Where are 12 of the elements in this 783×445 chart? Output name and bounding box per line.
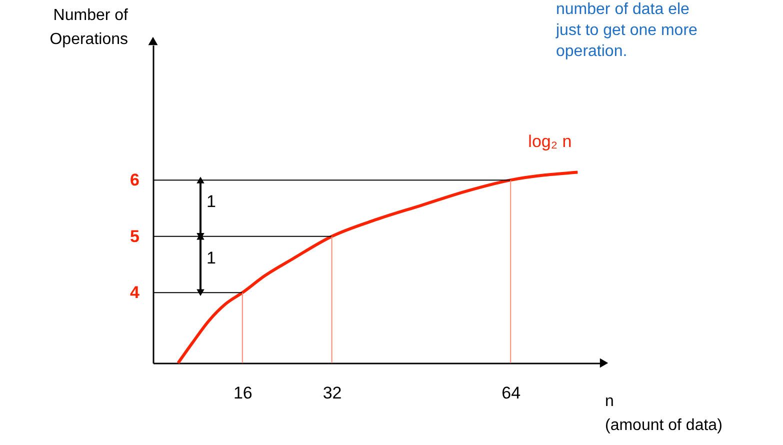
annotation: 1 (206, 248, 216, 268)
x-tick-label: 16 (233, 384, 252, 402)
y-tick-label: 6 (130, 170, 140, 190)
series-label: log₂ n (528, 132, 572, 152)
y-tick-label: 4 (130, 283, 140, 302)
annotation: 1 (206, 192, 216, 212)
y-tick-label: 5 (130, 226, 140, 246)
annotation: number of data ele just to get one more operation. (555, 1, 698, 60)
x-tick-label: 32 (322, 384, 342, 402)
y-axis-title: Number of Operations (50, 7, 129, 48)
x-tick-label: 64 (502, 384, 521, 402)
x-axis-title: n (amount of data) (605, 393, 722, 434)
